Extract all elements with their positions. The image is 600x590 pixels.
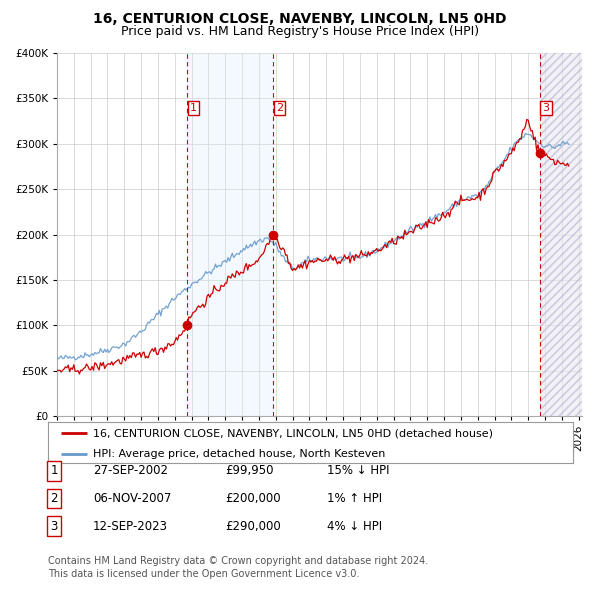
Text: 3: 3 [542,103,550,113]
Text: 15% ↓ HPI: 15% ↓ HPI [327,464,389,477]
Text: Price paid vs. HM Land Registry's House Price Index (HPI): Price paid vs. HM Land Registry's House … [121,25,479,38]
Text: 1: 1 [50,464,58,477]
Text: 2: 2 [50,492,58,505]
Text: 1% ↑ HPI: 1% ↑ HPI [327,492,382,505]
Text: 3: 3 [50,520,58,533]
Text: HPI: Average price, detached house, North Kesteven: HPI: Average price, detached house, Nort… [92,449,385,459]
Bar [187,53,273,416]
Text: This data is licensed under the Open Government Licence v3.0.: This data is licensed under the Open Gov… [48,569,359,579]
Text: 2: 2 [276,103,283,113]
Text: £99,950: £99,950 [225,464,274,477]
Text: £290,000: £290,000 [225,520,281,533]
Text: 16, CENTURION CLOSE, NAVENBY, LINCOLN, LN5 0HD: 16, CENTURION CLOSE, NAVENBY, LINCOLN, L… [93,12,507,26]
Text: 16, CENTURION CLOSE, NAVENBY, LINCOLN, LN5 0HD (detached house): 16, CENTURION CLOSE, NAVENBY, LINCOLN, L… [92,428,493,438]
Text: 12-SEP-2023: 12-SEP-2023 [93,520,168,533]
Text: 1: 1 [190,103,197,113]
Text: 27-SEP-2002: 27-SEP-2002 [93,464,168,477]
Text: £200,000: £200,000 [225,492,281,505]
Text: Contains HM Land Registry data © Crown copyright and database right 2024.: Contains HM Land Registry data © Crown c… [48,556,428,566]
Text: 06-NOV-2007: 06-NOV-2007 [93,492,172,505]
Bar [540,53,582,416]
Text: 4% ↓ HPI: 4% ↓ HPI [327,520,382,533]
